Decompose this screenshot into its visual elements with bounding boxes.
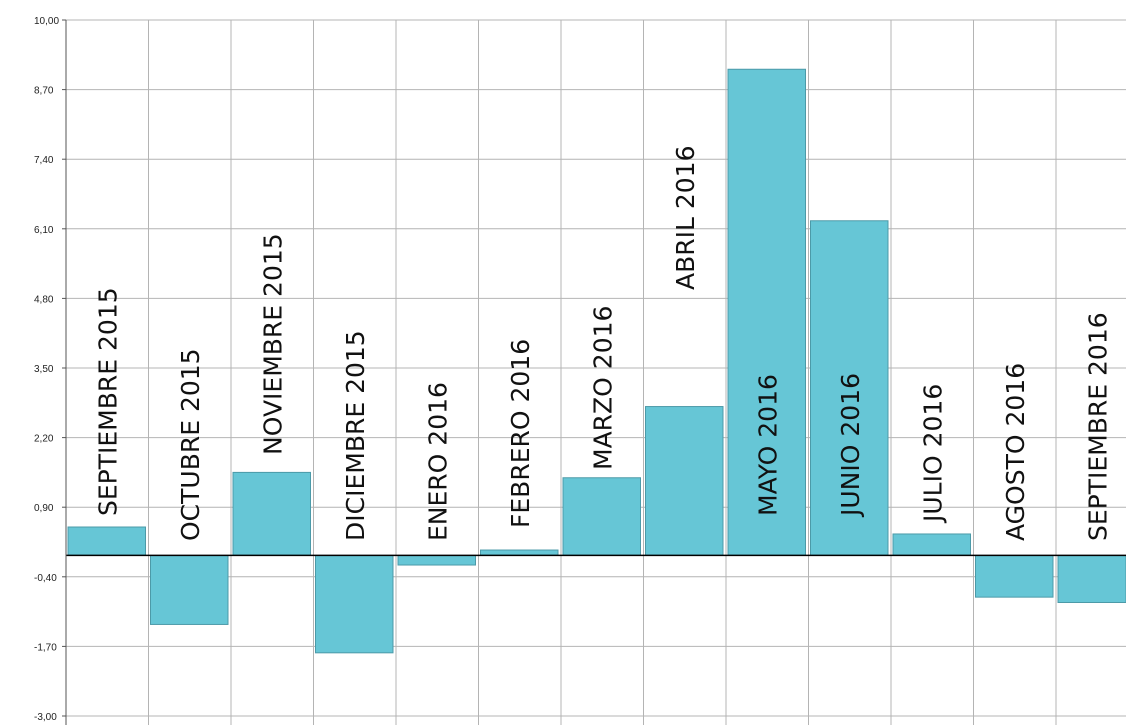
category-label-3: NOVIEMBRE 2015 [258, 233, 287, 455]
category-label-4: DICIEMBRE 2015 [341, 330, 370, 541]
category-label-2: OCTUBRE 2015 [176, 348, 205, 541]
grid-lines [66, 19, 1126, 725]
bar-12 [975, 554, 1054, 598]
category-label-5: ENERO 2016 [423, 382, 452, 541]
y-tick-label-0: 10,00 [34, 16, 59, 27]
bars [67, 68, 1126, 654]
category-label-1: SEPTIEMBRE 2015 [93, 287, 122, 516]
category-label-8: ABRIL 2016 [671, 146, 700, 291]
category-label-11: JULIO 2016 [918, 384, 947, 524]
y-tick-label-7: 0,90 [34, 503, 54, 514]
category-label-12: AGOSTO 2016 [1001, 363, 1030, 541]
bar-7 [562, 477, 641, 556]
y-tick-label-3: 6,10 [34, 225, 54, 236]
category-labels: SEPTIEMBRE 2015 OCTUBRE 2015 NOVIEMBRE 201… [93, 146, 1112, 542]
bar-6 [480, 549, 559, 556]
y-tick-label-10: -3,00 [34, 712, 57, 723]
y-tick-label-5: 3,50 [34, 364, 54, 375]
y-tick-label-1: 8,70 [34, 86, 54, 97]
y-tick-label-4: 4,80 [34, 294, 54, 305]
category-label-13: SEPTIEMBRE 2016 [1083, 312, 1112, 541]
y-axis-ticks: 10,00 8,70 7,40 6,10 4,80 3,50 2,20 0,90 -0,40 -1… [34, 16, 66, 723]
category-label-6: FEBRERO 2016 [506, 339, 535, 528]
bar-5 [397, 554, 476, 566]
category-label-10: JUNIO 2016 [836, 373, 865, 518]
category-label-7: MARZO 2016 [588, 306, 617, 470]
y-tick-label-6: 2,20 [34, 434, 54, 445]
bar-1 [67, 526, 146, 556]
bar-4 [315, 554, 394, 654]
bar-3 [232, 471, 311, 556]
bar-13 [1057, 554, 1126, 603]
y-tick-label-9: -1,70 [34, 642, 57, 653]
category-label-9: MAYO 2016 [753, 374, 782, 516]
bar-8 [645, 406, 724, 556]
bar-10 [810, 220, 889, 556]
bar-9 [727, 68, 806, 556]
y-tick-label-8: -0,40 [34, 573, 57, 584]
bar-2 [150, 554, 229, 625]
y-tick-label-2: 7,40 [34, 155, 54, 166]
bar-11 [892, 533, 971, 556]
